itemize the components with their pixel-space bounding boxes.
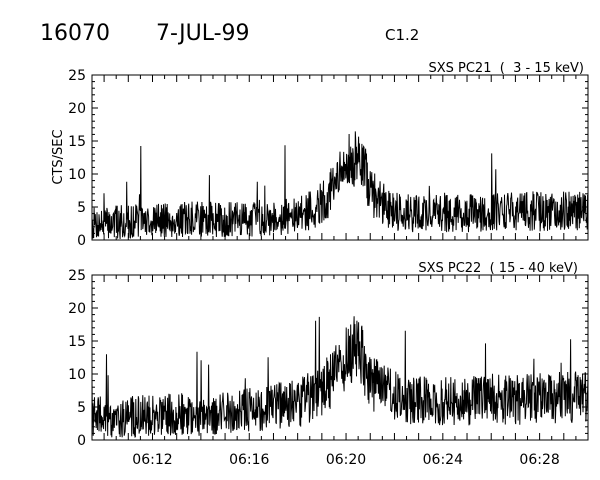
- y-tick-label: 10: [68, 167, 86, 183]
- event-id: 16070: [40, 21, 110, 46]
- y-tick-label: 25: [68, 68, 86, 84]
- panel-pc21-title: SXS PC21 ( 3 - 15 keV): [428, 61, 584, 76]
- y-tick-label: 10: [68, 367, 86, 383]
- series-line-pc21: [91, 131, 589, 240]
- x-tick-label: 06:16: [229, 452, 269, 468]
- y-tick-label: 0: [77, 233, 86, 249]
- x-tick-label: 06:12: [132, 452, 172, 468]
- y-tick-label: 0: [77, 433, 86, 449]
- x-tick-label: 06:20: [326, 452, 366, 468]
- panel-pc22-frame: [91, 274, 589, 441]
- y-tick-label: 20: [68, 301, 86, 317]
- y-tick-label: 5: [77, 200, 86, 216]
- panel-pc21-frame: [91, 74, 589, 241]
- panel-pc21: SXS PC21 ( 3 - 15 keV) CTS/SEC 0 5 10 15 20 2…: [51, 61, 589, 249]
- series-line-pc22: [91, 316, 589, 438]
- y-axis-label: CTS/SEC: [51, 129, 66, 184]
- flare-class: C1.2: [385, 26, 419, 44]
- y-tick-label: 15: [68, 134, 86, 150]
- x-tick-label: 06:28: [519, 452, 559, 468]
- y-tick-label: 15: [68, 334, 86, 350]
- y-tick-label: 20: [68, 101, 86, 117]
- observation-date: 7-JUL-99: [156, 21, 250, 46]
- panel-pc22-title: SXS PC22 ( 15 - 40 keV): [418, 261, 578, 276]
- y-tick-label: 5: [77, 400, 86, 416]
- x-tick-label: 06:24: [423, 452, 463, 468]
- panel-pc22: SXS PC22 ( 15 - 40 keV) 0 5 10 15 20 25 06:12 0…: [68, 261, 589, 468]
- y-tick-label: 25: [68, 268, 86, 284]
